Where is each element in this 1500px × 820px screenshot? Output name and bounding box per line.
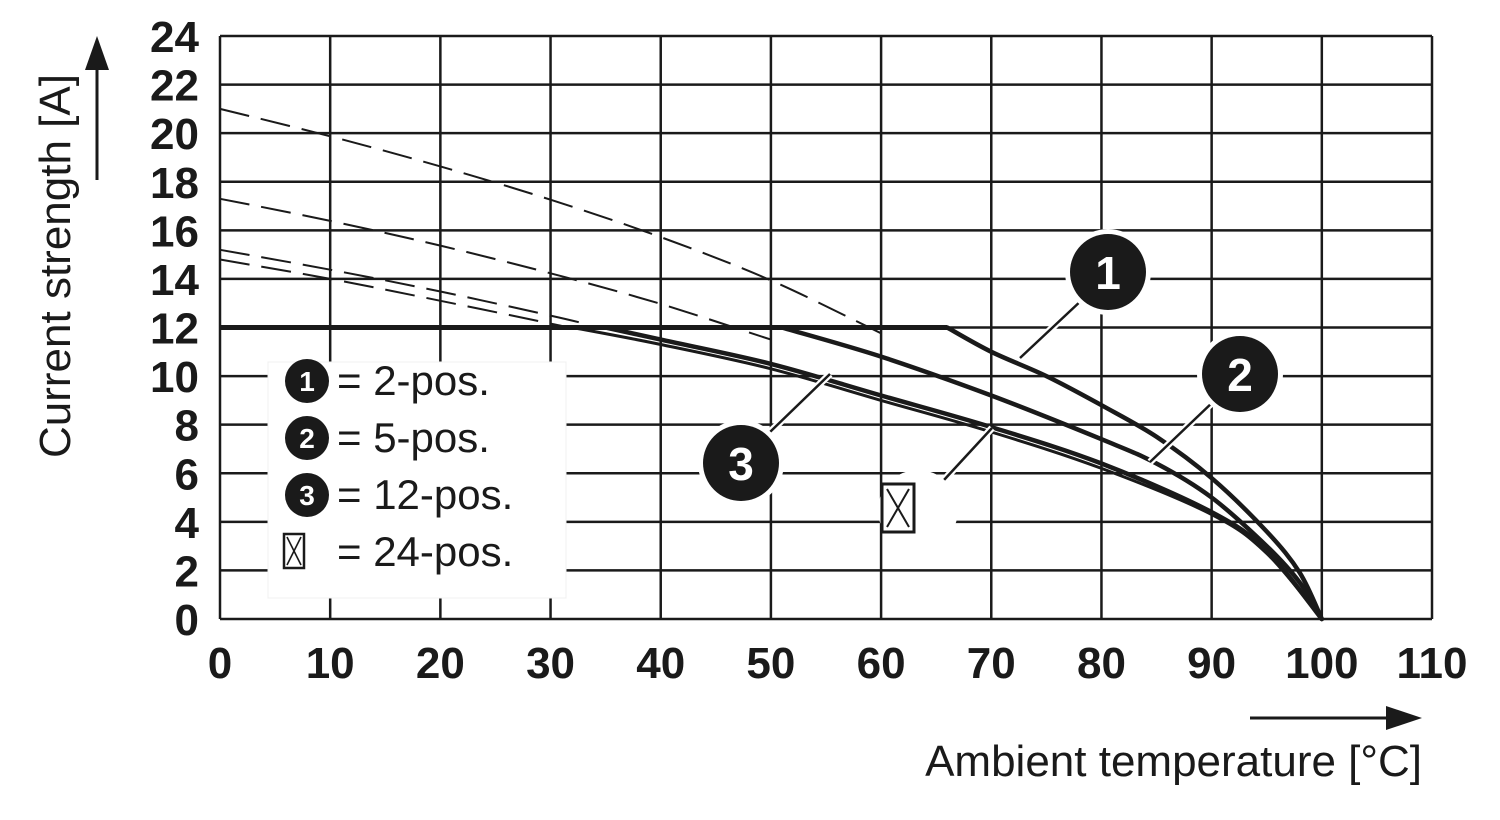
leader-line-1 — [1019, 297, 1085, 359]
legend-entry-text-4: = 24-pos. — [337, 528, 513, 575]
x-tick-label-20: 20 — [416, 639, 465, 688]
marker-cross-b-24 — [886, 488, 910, 528]
legend-symbol-label-2: 2 — [299, 423, 315, 454]
marker-halo-24 — [878, 470, 958, 550]
x-tick-label-60: 60 — [857, 639, 906, 688]
leader-line-3 — [769, 373, 831, 433]
leader-lines — [767, 295, 1218, 483]
legend-symbol-3 — [285, 473, 329, 517]
legend: 1 = 2-pos. 2 = 5-pos. 3 = 12-pos. = 24-pos. — [267, 357, 567, 599]
derated-curve-1 — [944, 325, 1325, 622]
marker-label-1: 1 — [1095, 247, 1121, 299]
dashed-curves — [219, 107, 882, 341]
y-tick-label-4: 4 — [175, 499, 200, 548]
y-tick-label-0: 0 — [175, 596, 199, 645]
dashed-curve-1 — [219, 107, 882, 335]
marker-label-3: 3 — [728, 438, 754, 490]
legend-symbol-1 — [285, 359, 329, 403]
legend-entry-text-2: = 5-pos. — [337, 414, 490, 461]
leader-line-2 — [1149, 399, 1216, 463]
marker-circle-1 — [1070, 234, 1146, 310]
y-tick-label-18: 18 — [150, 159, 199, 208]
legend-symbol-2 — [285, 416, 329, 460]
x-tick-label-70: 70 — [967, 639, 1016, 688]
leader-line-24 — [943, 427, 993, 481]
x-tick-label-50: 50 — [746, 639, 795, 688]
legend-entry-text-3: = 12-pos. — [337, 471, 513, 518]
y-tick-label-24: 24 — [150, 13, 199, 62]
legend-symbol-label-1: 1 — [299, 366, 315, 397]
dashed-curve-2 — [219, 197, 772, 341]
dashed-curve-3 — [219, 248, 584, 325]
marker-box-24 — [880, 482, 916, 534]
legend-items: 1 = 2-pos. 2 = 5-pos. 3 = 12-pos. = 24-pos. — [282, 357, 513, 575]
derating-curves — [220, 325, 1325, 622]
marker-label-2: 2 — [1227, 349, 1253, 401]
y-tick-label-22: 22 — [150, 62, 199, 111]
derated-curve-2 — [779, 325, 1325, 622]
x-tick-label-110: 110 — [1397, 639, 1468, 688]
y-axis-title-group: Current strength [A] — [31, 36, 109, 458]
x-tick-label-40: 40 — [636, 639, 685, 688]
legend-crossed-box-icon — [282, 532, 306, 570]
y-tick-label-16: 16 — [150, 207, 199, 256]
y-tick-label-12: 12 — [150, 305, 199, 354]
y-tick-label-14: 14 — [150, 256, 199, 305]
x-tick-labels: 0 10 20 30 40 50 60 70 80 90 100 110 — [208, 639, 1468, 688]
y-tick-label-6: 6 — [175, 450, 199, 499]
y-axis-arrowhead — [85, 36, 109, 70]
legend-symbol-label-3: 3 — [299, 480, 315, 511]
curve-markers: 1 2 3 — [698, 229, 1283, 550]
x-tick-label-100: 100 — [1285, 639, 1358, 688]
y-tick-label-20: 20 — [150, 110, 199, 159]
x-axis-title: Ambient temperature [°C] — [925, 737, 1422, 786]
x-tick-label-30: 30 — [526, 639, 575, 688]
x-axis-arrowhead — [1386, 706, 1422, 730]
x-tick-label-80: 80 — [1077, 639, 1126, 688]
dashed-curve-24 — [219, 258, 573, 330]
legend-entry-text-1: = 2-pos. — [337, 357, 490, 404]
marker-circle-3 — [703, 425, 779, 501]
y-axis-title: Current strength [A] — [31, 74, 80, 458]
y-tick-label-10: 10 — [150, 353, 199, 402]
x-axis-title-group: Ambient temperature [°C] — [925, 706, 1422, 786]
x-tick-label-0: 0 — [208, 639, 232, 688]
y-tick-label-8: 8 — [175, 402, 199, 451]
marker-circle-2 — [1202, 336, 1278, 412]
derated-curve-3 — [603, 325, 1325, 622]
legend-cross-b — [286, 536, 302, 566]
x-tick-label-10: 10 — [306, 639, 355, 688]
y-tick-label-2: 2 — [175, 547, 199, 596]
x-tick-label-90: 90 — [1187, 639, 1236, 688]
